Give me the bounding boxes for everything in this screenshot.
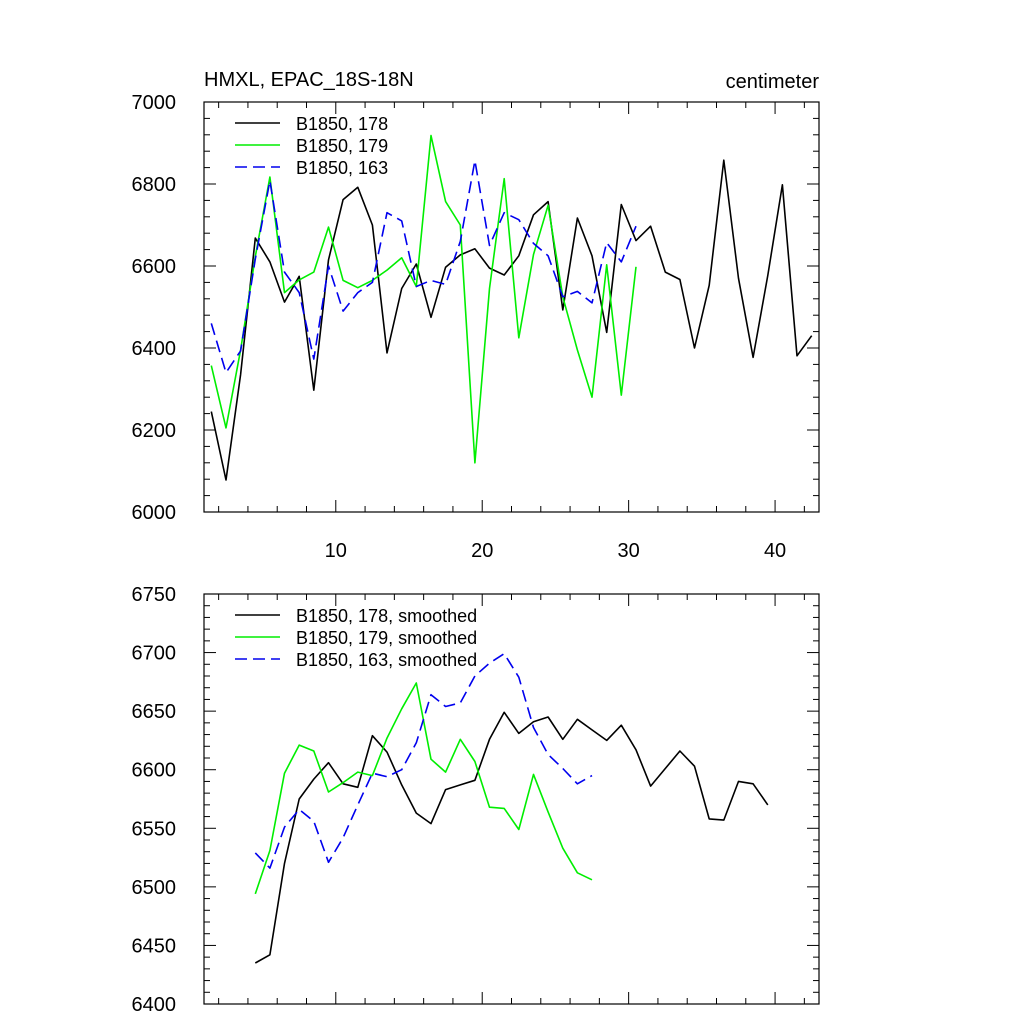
series-line-1: [254, 711, 769, 964]
y-tick-label: 6750: [132, 584, 177, 606]
y-tick-label: 6650: [132, 701, 177, 723]
legend-label: B1850, 178: [296, 114, 388, 134]
x-tick-label: 30: [618, 540, 640, 562]
chart-title: HMXL, EPAC_18S-18N: [204, 69, 414, 91]
y-tick-label: 6000: [132, 502, 177, 524]
x-tick-label: 20: [471, 540, 493, 562]
y-tick-label: 6200: [132, 420, 177, 442]
y-tick-label: 6450: [132, 935, 177, 957]
series-line-3: [254, 652, 593, 869]
y-tick-label: 6600: [132, 256, 177, 278]
y-tick-label: 6700: [132, 643, 177, 665]
y-tick-label: 6400: [132, 994, 177, 1016]
y-tick-label: 6550: [132, 818, 177, 840]
y-tick-label: 6600: [132, 760, 177, 782]
chart-panel-2: 6400 6450 6500 6550 6600 6650 6700 6750 B1850, 1…: [132, 584, 820, 1016]
x-tick-label: 40: [764, 540, 786, 562]
units-label: centimeter: [726, 71, 820, 93]
y-tick-label: 6500: [132, 877, 177, 899]
y-tick-label: 6800: [132, 174, 177, 196]
legend-label: B1850, 179, smoothed: [296, 628, 477, 648]
legend-label: B1850, 178, smoothed: [296, 606, 477, 626]
legend-label: B1850, 163, smoothed: [296, 650, 477, 670]
x-tick-label: 10: [325, 540, 347, 562]
legend-label: B1850, 179: [296, 136, 388, 156]
series-line-3: [210, 159, 637, 374]
series-line-2: [254, 682, 593, 895]
y-tick-label: 6400: [132, 338, 177, 360]
series-line-1: [210, 159, 813, 481]
chart-panel-1: 6000 6200 6400 6600 6800 7000 10 20 30 40 HMXL, EP…: [132, 69, 820, 562]
legend-label: B1850, 163: [296, 158, 388, 178]
series-line-2: [210, 134, 637, 464]
y-tick-label: 7000: [132, 92, 177, 114]
